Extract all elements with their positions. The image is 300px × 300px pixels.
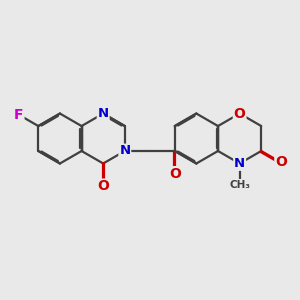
Text: N: N [98, 107, 109, 120]
Text: CH₃: CH₃ [229, 180, 250, 190]
Text: F: F [14, 108, 24, 122]
Text: O: O [169, 167, 181, 181]
Text: O: O [275, 155, 287, 170]
Text: O: O [97, 179, 109, 194]
Text: N: N [234, 157, 245, 170]
Text: N: N [119, 145, 130, 158]
Text: O: O [234, 106, 246, 121]
